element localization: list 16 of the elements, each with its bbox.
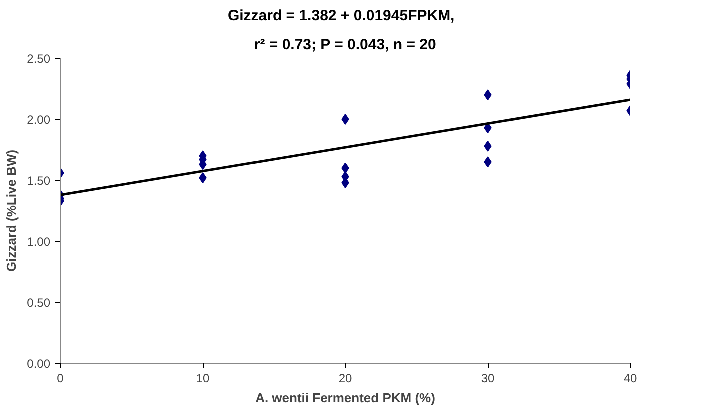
y-tick-label: 1.50 [27,174,51,188]
x-tick-label: 30 [481,372,495,386]
point [342,114,350,125]
y-tick-label: 0.00 [27,357,51,371]
chart-subtitle: r² = 0.73; P = 0.043, n = 20 [254,36,436,54]
y-axis-title: Gizzard (%Live BW) [4,150,20,272]
x-tick-label: 20 [338,372,352,386]
x-tick-label: 0 [57,372,64,386]
x-tick-label: 10 [196,372,210,386]
y-tick-label: 2.50 [27,52,51,66]
x-tick-label: 40 [624,372,638,386]
y-tick-label: 1.00 [27,235,51,249]
y-tick-label: 0.50 [27,296,51,310]
x-axis-title: A. wentii Fermented PKM (%) [256,390,436,406]
chart-title: Gizzard = 1.382 + 0.01945FPKM, [228,8,455,24]
y-tick-label: 2.00 [27,113,51,127]
